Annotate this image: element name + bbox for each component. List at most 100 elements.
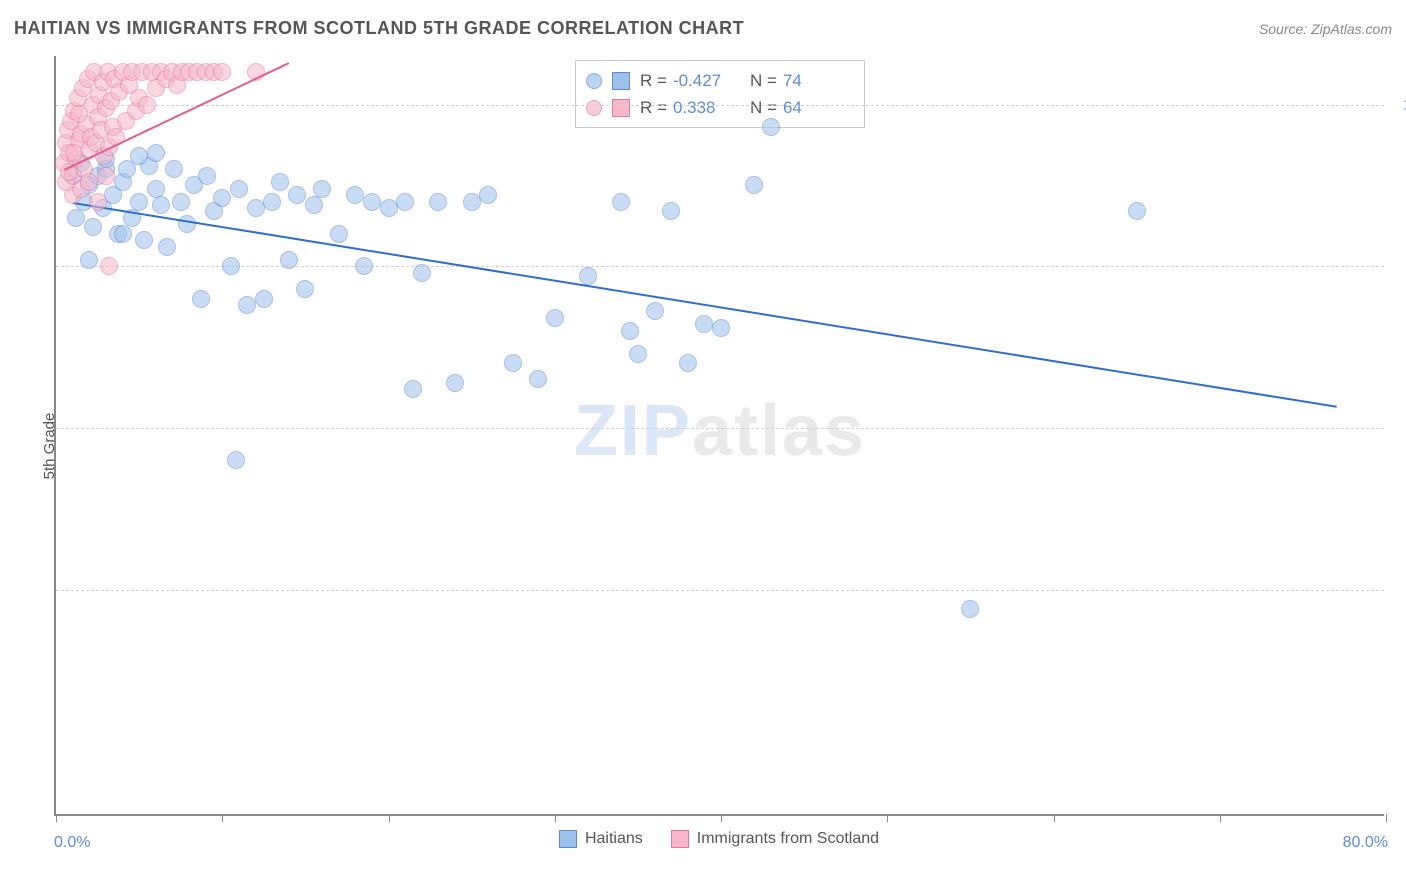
data-point (158, 238, 176, 256)
data-point (227, 451, 245, 469)
data-point (305, 196, 323, 214)
data-point (363, 193, 381, 211)
y-tick-label: 95.0% (1394, 258, 1406, 275)
legend-swatch-1 (671, 830, 689, 848)
data-point (255, 290, 273, 308)
data-point (198, 167, 216, 185)
data-point (80, 173, 98, 191)
data-point (504, 354, 522, 372)
data-point (271, 173, 289, 191)
data-point (222, 257, 240, 275)
legend-swatch-0 (559, 830, 577, 848)
stats-row-series-0: R = -0.427 N = 74 (586, 67, 850, 94)
legend-item-1: Immigrants from Scotland (671, 830, 879, 848)
data-point (679, 354, 697, 372)
data-point (629, 345, 647, 363)
data-point (247, 199, 265, 217)
data-point (463, 193, 481, 211)
data-point (529, 370, 547, 388)
stats-r-0: R = -0.427 (640, 67, 740, 94)
data-point (479, 186, 497, 204)
bottom-legend: Haitians Immigrants from Scotland (54, 830, 1384, 848)
data-point (712, 319, 730, 337)
y-tick-label: 85.0% (1394, 581, 1406, 598)
data-point (546, 309, 564, 327)
stats-n-0: N = 74 (750, 67, 850, 94)
x-tick (555, 814, 556, 822)
data-point (612, 193, 630, 211)
x-tick (389, 814, 390, 822)
x-tick (56, 814, 57, 822)
data-point (130, 147, 148, 165)
data-point (413, 264, 431, 282)
correlation-stats-box: R = -0.427 N = 74 R = 0.338 N = 64 (575, 60, 865, 128)
x-tick (1220, 814, 1221, 822)
x-tick (1386, 814, 1387, 822)
data-point (192, 290, 210, 308)
data-point (135, 231, 153, 249)
data-point (404, 380, 422, 398)
x-tick (721, 814, 722, 822)
data-point (662, 202, 680, 220)
data-point (263, 193, 281, 211)
gridline-h (56, 266, 1384, 267)
y-tick-label: 90.0% (1394, 419, 1406, 436)
gridline-h (56, 428, 1384, 429)
data-point (147, 144, 165, 162)
data-point (646, 302, 664, 320)
data-point (288, 186, 306, 204)
source-credit: Source: ZipAtlas.com (1259, 21, 1392, 37)
stats-row-series-1: R = 0.338 N = 64 (586, 94, 850, 121)
data-point (446, 374, 464, 392)
data-point (230, 180, 248, 198)
data-point (762, 118, 780, 136)
data-point (621, 322, 639, 340)
data-point (355, 257, 373, 275)
data-point (70, 105, 88, 123)
data-point (396, 193, 414, 211)
data-point (114, 225, 132, 243)
data-point (165, 160, 183, 178)
data-point (238, 296, 256, 314)
x-tick (222, 814, 223, 822)
data-point (380, 199, 398, 217)
data-point (213, 63, 231, 81)
plot-area: ZIPatlas R = -0.427 N = 74 R = 0.338 N = (54, 56, 1384, 816)
data-point (961, 600, 979, 618)
data-point (80, 251, 98, 269)
y-tick-label: 100.0% (1394, 96, 1406, 113)
data-point (152, 196, 170, 214)
data-point (65, 144, 83, 162)
stats-marker-circle-1 (586, 100, 602, 116)
data-point (213, 189, 231, 207)
data-point (346, 186, 364, 204)
data-point (313, 180, 331, 198)
data-point (84, 218, 102, 236)
x-tick (887, 814, 888, 822)
stats-r-1: R = 0.338 (640, 94, 740, 121)
data-point (172, 193, 190, 211)
data-point (695, 315, 713, 333)
data-point (130, 193, 148, 211)
chart-title: HAITIAN VS IMMIGRANTS FROM SCOTLAND 5TH … (14, 18, 744, 39)
legend-label-0: Haitians (585, 830, 643, 848)
data-point (97, 167, 115, 185)
legend-item-0: Haitians (559, 830, 643, 848)
header-row: HAITIAN VS IMMIGRANTS FROM SCOTLAND 5TH … (14, 18, 1392, 39)
data-point (138, 96, 156, 114)
gridline-h (56, 590, 1384, 591)
data-point (1128, 202, 1146, 220)
data-point (429, 193, 447, 211)
data-point (178, 215, 196, 233)
watermark-zip: ZIP (574, 391, 692, 471)
watermark: ZIPatlas (574, 390, 866, 472)
x-tick (1054, 814, 1055, 822)
watermark-atlas: atlas (692, 391, 866, 471)
stats-n-1: N = 64 (750, 94, 850, 121)
data-point (89, 193, 107, 211)
legend-label-1: Immigrants from Scotland (697, 830, 879, 848)
data-point (330, 225, 348, 243)
data-point (745, 176, 763, 194)
data-point (100, 257, 118, 275)
stats-marker-circle-0 (586, 73, 602, 89)
